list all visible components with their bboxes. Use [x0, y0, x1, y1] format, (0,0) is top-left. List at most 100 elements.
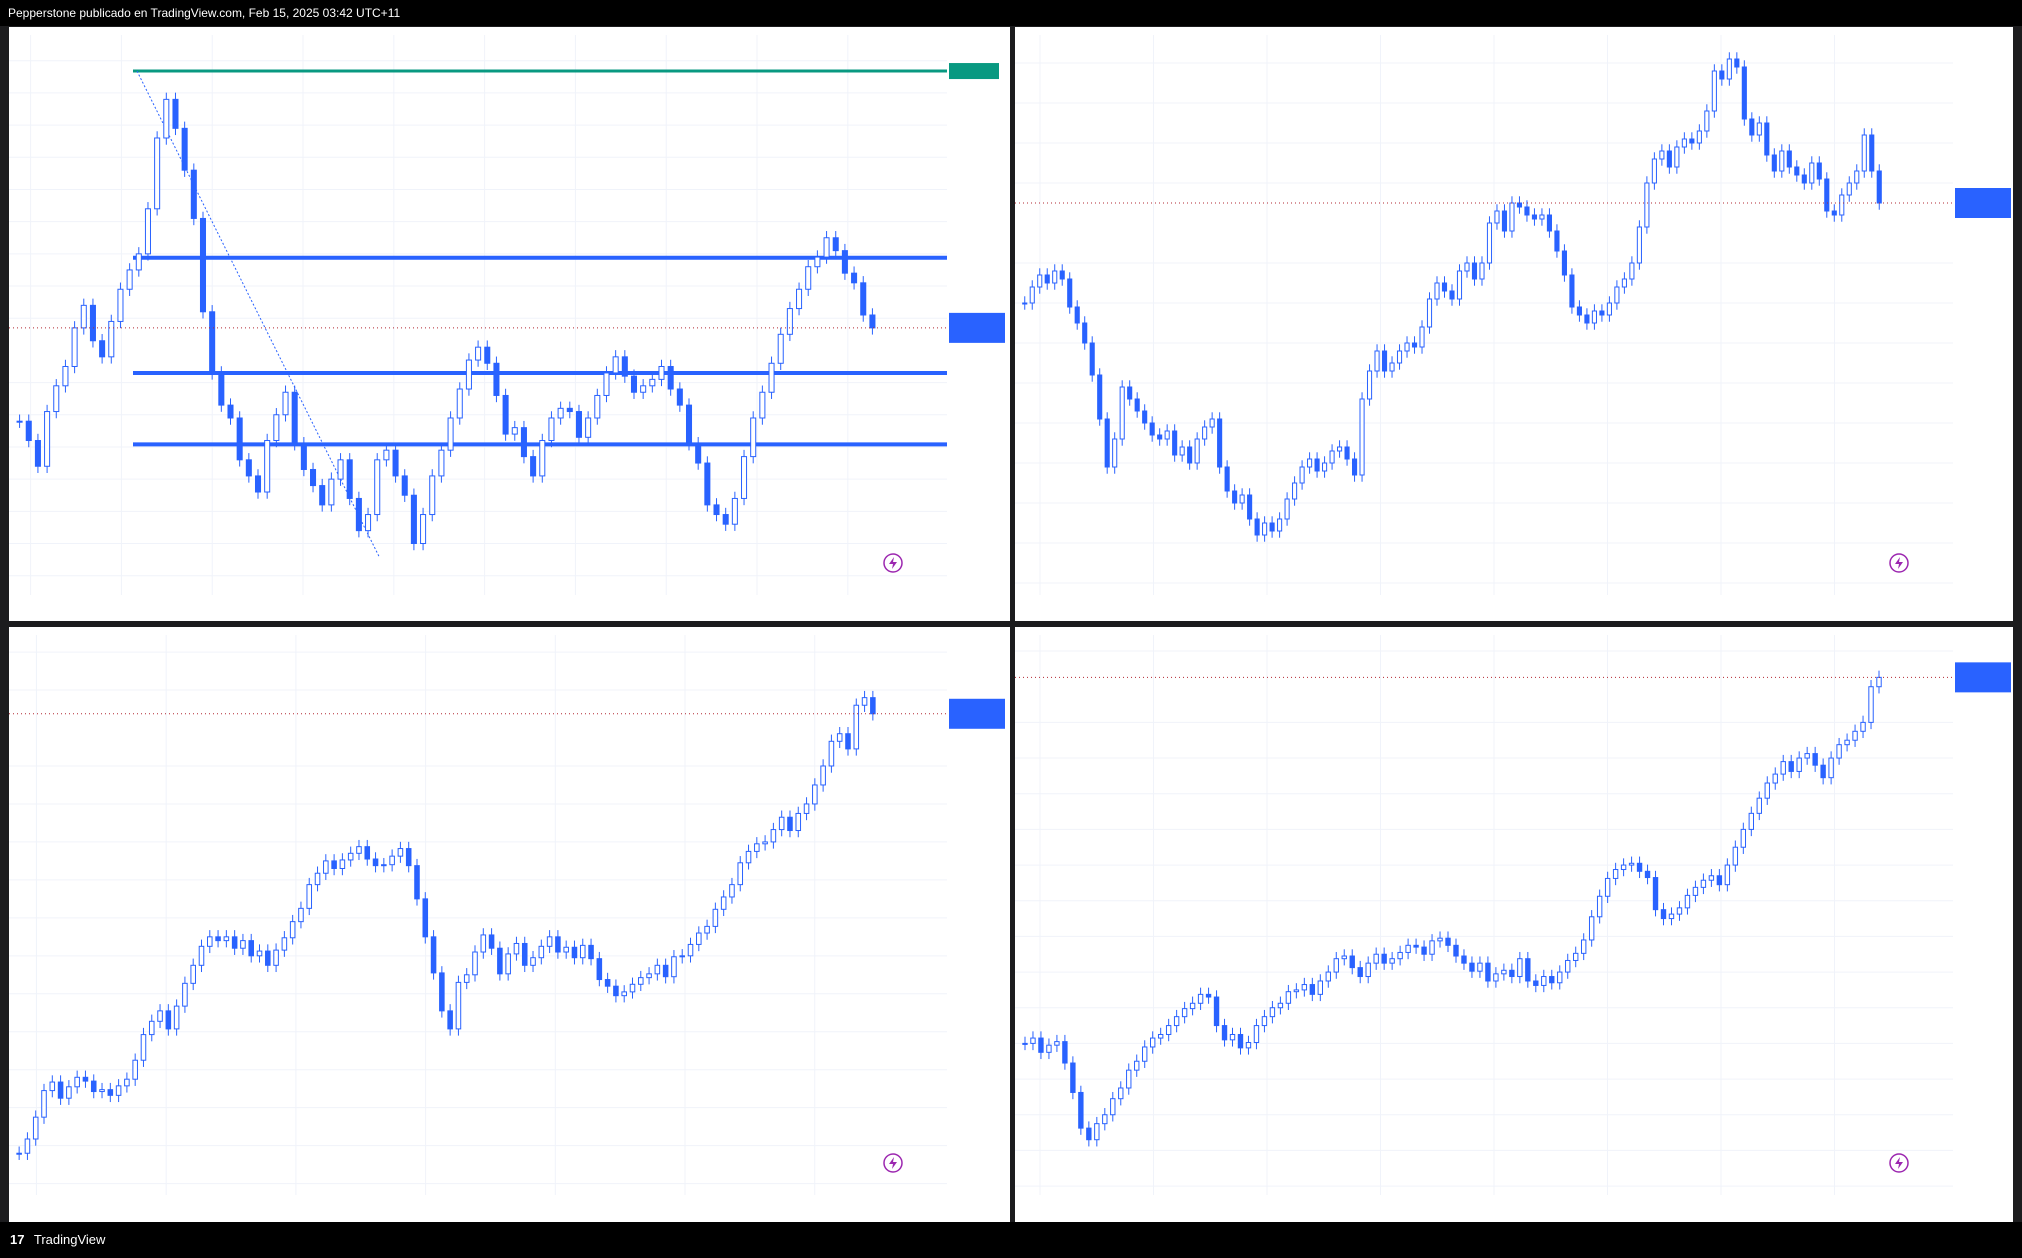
candle-body — [1509, 969, 1515, 978]
candle-body — [1142, 410, 1148, 424]
candle-body — [566, 407, 573, 413]
candle-body — [1254, 518, 1260, 536]
candle-body — [1217, 418, 1223, 468]
candle-body — [1652, 877, 1659, 911]
candle-body — [1539, 214, 1545, 220]
candle-body — [1614, 286, 1620, 304]
candle-body — [256, 950, 263, 957]
candle-body — [1341, 955, 1347, 960]
candle-body — [1062, 1041, 1068, 1064]
candle-body — [1809, 162, 1815, 184]
candle-body — [1836, 744, 1842, 759]
candle-body — [1074, 306, 1080, 324]
candle-body — [1351, 458, 1358, 476]
candle-body — [1533, 980, 1539, 986]
candle-body — [1620, 864, 1627, 871]
candle-body — [300, 443, 307, 470]
candle-body — [314, 872, 321, 886]
candle-body — [1239, 494, 1245, 504]
candle-body — [1676, 907, 1683, 915]
candle-body — [438, 449, 445, 477]
candle-body — [165, 1010, 172, 1030]
candle-body — [1404, 342, 1410, 352]
candle-body — [190, 169, 197, 219]
candle-body — [291, 391, 298, 445]
chart-panel-us10y[interactable] — [1015, 27, 2013, 621]
candle-body — [331, 860, 337, 869]
candle-body — [1604, 877, 1611, 897]
candle-body — [1517, 958, 1523, 978]
candle-body — [1839, 194, 1845, 216]
candle-body — [1561, 250, 1567, 276]
candle-body — [787, 816, 793, 832]
candle-body — [1846, 182, 1852, 196]
candle-body — [1692, 886, 1699, 896]
candle-body — [538, 945, 545, 959]
candle-body — [1301, 984, 1308, 991]
candle-body — [754, 843, 760, 852]
candle-body — [1078, 1091, 1084, 1129]
candle-body — [1293, 989, 1300, 993]
candle-body — [1816, 162, 1822, 180]
candle-body — [364, 846, 371, 860]
candle-body — [62, 365, 69, 387]
candle-body — [1820, 764, 1826, 779]
candle-body — [1764, 782, 1770, 799]
candle-body — [539, 440, 546, 477]
candle-body — [1365, 962, 1371, 978]
candle-body — [328, 478, 335, 506]
candle-body — [245, 459, 252, 477]
candle-body — [1854, 170, 1860, 184]
candle-body — [1381, 350, 1388, 372]
candle-body — [1464, 262, 1470, 272]
candle-body — [1389, 362, 1395, 372]
candle-body — [1668, 913, 1675, 920]
candle-body — [1494, 210, 1500, 224]
alert-lightning-icon[interactable] — [883, 553, 903, 573]
candle-body — [1396, 350, 1403, 364]
alert-lightning-icon[interactable] — [883, 1153, 903, 1173]
candle-body — [832, 237, 839, 252]
candle-body — [1828, 757, 1834, 779]
candle-body — [1588, 916, 1595, 941]
candle-body — [1485, 962, 1491, 982]
candle-body — [89, 304, 96, 342]
candle-body — [1253, 1025, 1260, 1044]
candle-body — [1119, 386, 1125, 440]
candle-body — [731, 497, 738, 525]
candle-body — [1344, 446, 1350, 460]
candle-body — [1660, 909, 1667, 920]
candle-body — [1429, 940, 1435, 955]
candle-body — [1292, 482, 1298, 500]
candle-body — [1771, 154, 1777, 172]
candle-body — [365, 514, 372, 532]
chart-panel-usdx[interactable] — [9, 27, 1010, 621]
candle-body — [1373, 953, 1379, 964]
candle-body — [1157, 1033, 1164, 1039]
candle-body — [637, 977, 644, 985]
candle-body — [439, 972, 445, 1012]
candle-body — [144, 208, 151, 255]
candle-body — [1696, 130, 1702, 144]
us10y-chart-svg — [1015, 35, 2011, 595]
candle-body — [1772, 773, 1778, 784]
candle-body — [671, 956, 677, 978]
alert-lightning-icon[interactable] — [1889, 553, 1909, 573]
candle-body — [1726, 58, 1732, 80]
candle-body — [1426, 298, 1433, 328]
candle-body — [1748, 812, 1755, 830]
candle-body — [1086, 1127, 1092, 1141]
candle-body — [511, 427, 518, 435]
candle-body — [90, 1080, 97, 1093]
candle-body — [1516, 202, 1523, 208]
candle-body — [389, 855, 395, 866]
alert-lightning-icon[interactable] — [1889, 1153, 1909, 1173]
candle-body — [1070, 1062, 1076, 1093]
candle-body — [1165, 1025, 1172, 1035]
candle-body — [1764, 122, 1770, 156]
candle-body — [722, 514, 729, 525]
chart-panel-ger40[interactable] — [1015, 627, 2013, 1222]
candle-body — [1666, 150, 1672, 168]
candle-body — [1029, 286, 1035, 304]
chart-panel-xauusd[interactable] — [9, 627, 1010, 1222]
